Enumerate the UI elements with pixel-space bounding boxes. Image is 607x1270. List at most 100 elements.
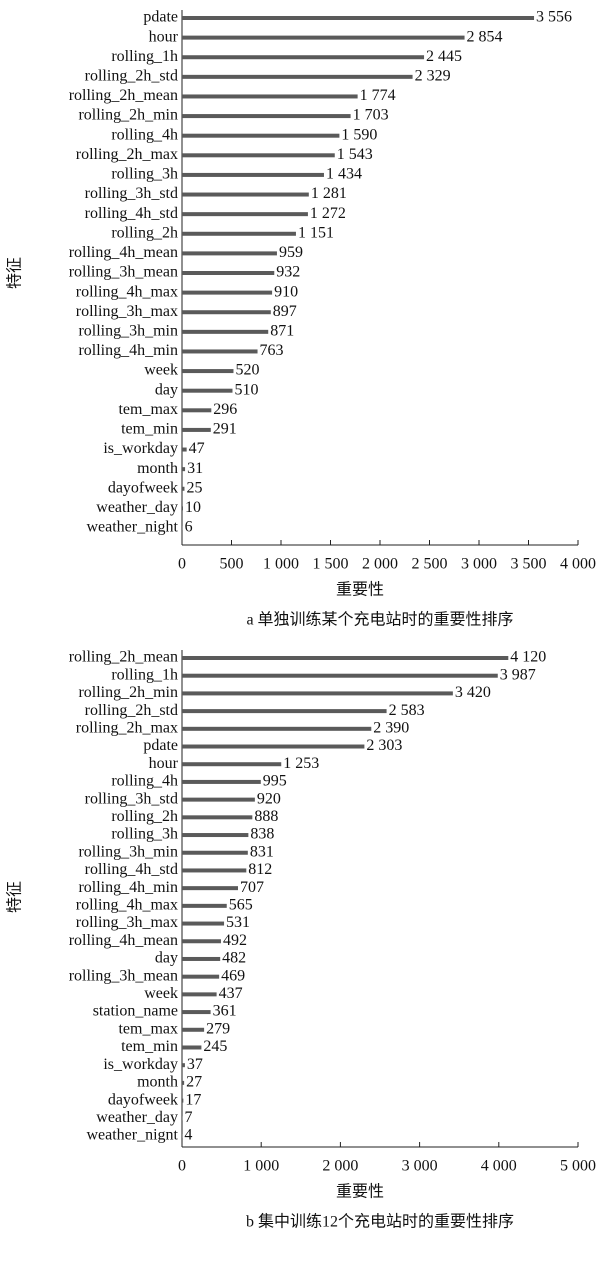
bar [182,94,358,99]
y-tick-label: is_workday [103,1056,178,1073]
y-tick-label: rolling_2h [111,808,178,825]
value-label: 1 253 [283,755,319,772]
y-tick-label: rolling_3h_mean [69,264,178,281]
y-tick-label: day [155,381,178,398]
value-label: 910 [274,283,298,300]
value-label: 25 [186,479,202,496]
bar [182,779,261,784]
bar [182,1080,185,1085]
x-tick-label: 3 500 [511,556,547,573]
y-tick-label: month [137,1074,178,1091]
x-axis-label: 重要性 [336,581,384,599]
bar [182,172,324,177]
value-label: 531 [226,914,250,931]
bar [182,329,269,334]
bar [182,886,238,891]
value-label: 871 [270,323,294,340]
y-tick-label: rolling_4h_std [85,205,178,222]
bar [182,408,212,413]
value-label: 838 [250,826,274,843]
bar [182,1063,185,1068]
x-tick-label: 3 000 [461,556,497,573]
bar [182,762,282,767]
bar [182,133,340,138]
bar [182,656,509,660]
y-tick-label: rolling_2h_min [78,684,178,701]
value-label: 1 590 [341,126,377,143]
bar [182,797,255,802]
y-tick-label: rolling_1h [111,666,178,683]
value-label: 291 [213,421,237,438]
bar [182,486,185,491]
y-tick-label: rolling_2h_std [85,702,178,719]
bar [182,310,271,315]
y-tick-label: week [144,985,178,1002]
y-tick-label: hour [149,755,179,772]
y-tick-label: station_name [93,1003,178,1020]
value-label: 520 [235,362,259,379]
bar [182,1116,183,1121]
bar [182,726,372,731]
value-label: 4 [184,1127,192,1144]
y-tick-label: rolling_4h_mean [69,932,178,949]
y-axis-label: 特征 [6,881,24,913]
value-label: 3 420 [455,684,491,701]
y-tick-label: rolling_4h_max [76,283,178,300]
value-label: 469 [221,967,245,984]
y-tick-label: rolling_2h_min [78,107,178,124]
value-label: 296 [213,401,237,418]
y-tick-label: tem_min [121,421,178,438]
value-label: 482 [222,950,246,967]
value-label: 707 [240,879,264,896]
bar [182,744,365,749]
value-label: 763 [260,342,284,359]
bar [182,833,249,838]
bar [182,1098,184,1103]
bar [182,349,258,354]
y-tick-label: tem_max [118,401,178,418]
value-label: 492 [223,932,247,949]
value-label: 1 774 [360,87,396,104]
y-tick-label: rolling_3h [111,166,178,183]
caption: b 集中训练12个充电站时的重要性排序 [246,1213,514,1231]
y-tick-label: pdate [143,737,178,754]
value-label: 510 [234,381,258,398]
value-label: 920 [257,790,281,807]
caption: a 单独训练某个充电站时的重要性排序 [246,611,513,629]
value-label: 2 445 [426,48,462,65]
bar [182,369,234,374]
bar [182,35,465,40]
bar [182,153,335,158]
y-tick-label: tem_min [121,1038,178,1055]
value-label: 47 [189,440,205,457]
x-tick-label: 2 000 [362,556,398,573]
y-tick-label: weather_day [96,499,178,516]
bar [182,903,227,908]
value-label: 831 [250,843,274,860]
x-tick-label: 2 500 [412,556,448,573]
value-label: 17 [185,1091,201,1108]
bar [182,709,387,714]
bar [182,921,225,926]
value-label: 361 [213,1003,237,1020]
bar [182,691,453,696]
y-tick-label: rolling_4h_max [76,897,178,914]
y-tick-label: week [144,362,178,379]
y-tick-label: rolling_3h_min [78,843,178,860]
y-tick-label: dayofweek [108,1091,178,1108]
y-tick-label: rolling_4h [111,126,178,143]
x-tick-label: 0 [178,556,186,573]
y-tick-label: rolling_3h_std [85,185,178,202]
value-label: 37 [187,1056,203,1073]
y-tick-label: rolling_3h_max [76,303,178,320]
bar [182,388,233,393]
bar [182,251,277,256]
value-label: 1 281 [311,185,347,202]
y-tick-label: rolling_4h_min [78,342,178,359]
bar [182,850,248,855]
value-label: 995 [263,773,287,790]
value-label: 1 434 [326,166,362,183]
x-tick-label: 4 000 [481,1158,517,1175]
y-tick-label: rolling_4h_mean [69,244,178,261]
value-label: 6 [185,519,193,536]
